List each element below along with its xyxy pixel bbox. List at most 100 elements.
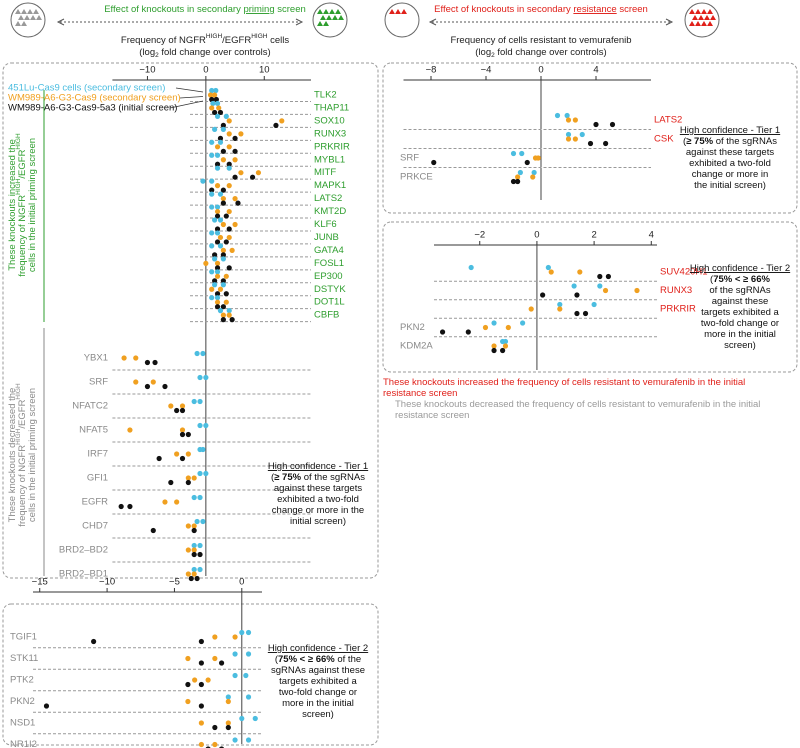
side-note: These knockouts increased the frequency o… xyxy=(7,133,38,277)
dot xyxy=(220,304,226,310)
dot xyxy=(197,470,203,477)
text-segment: HIGH xyxy=(206,33,223,40)
dot xyxy=(212,217,218,223)
category-label: SUV420H1 xyxy=(660,267,708,278)
side-note-line: frequency of NGFRHIGH/EGFRHIGH xyxy=(15,383,27,527)
text-segment: targets exhibited a xyxy=(279,676,357,687)
dot xyxy=(162,383,168,390)
dot xyxy=(217,217,224,223)
axis-title: (log2 fold change over controls) xyxy=(475,47,606,60)
header-title: Effect of knockouts in secondary resista… xyxy=(434,4,648,15)
footnote: These knockouts increased the frequency … xyxy=(383,377,745,388)
dot xyxy=(188,575,194,582)
side-note-line: These knockouts increased the xyxy=(7,139,18,271)
dot xyxy=(217,139,224,145)
dot xyxy=(524,159,530,166)
text-segment: ( xyxy=(710,274,714,285)
dot xyxy=(198,703,204,709)
dot xyxy=(212,256,218,262)
dot xyxy=(223,213,229,219)
dot xyxy=(209,191,215,197)
dot xyxy=(238,131,244,137)
icon-cell xyxy=(30,15,36,20)
text-segment: (log xyxy=(475,47,491,58)
confidence-note: change or more in xyxy=(692,169,769,180)
dot xyxy=(185,479,191,486)
dot xyxy=(185,698,191,705)
dot xyxy=(565,117,572,123)
text-segment: ( xyxy=(683,136,687,147)
x-tick-label: 4 xyxy=(649,230,654,241)
icon-cell xyxy=(21,9,27,14)
icon-cell xyxy=(18,15,24,20)
text-segment: Frequency of NGFR xyxy=(121,35,206,46)
text-segment: 2 xyxy=(155,52,159,59)
dot xyxy=(209,139,215,145)
dot xyxy=(468,264,474,271)
confidence-note: change or more in the xyxy=(272,505,364,516)
dot xyxy=(217,234,224,241)
category-label: SRF xyxy=(89,377,108,388)
dot xyxy=(209,230,215,236)
dot xyxy=(213,87,219,94)
icon-cell xyxy=(323,21,329,26)
dot xyxy=(174,407,180,414)
panel-box xyxy=(2,603,379,746)
dot xyxy=(191,398,197,405)
dot xyxy=(209,243,215,249)
dot xyxy=(577,269,583,275)
icon-cell xyxy=(701,9,707,14)
dot xyxy=(194,518,200,525)
dot xyxy=(118,503,124,510)
text-segment: initial screen) xyxy=(290,516,346,527)
confidence-note: against these targets xyxy=(274,483,362,494)
category-label: THAP11 xyxy=(314,102,349,113)
text-segment: ( xyxy=(275,654,279,665)
dot xyxy=(220,122,226,128)
dot xyxy=(191,547,197,553)
arrow-heads xyxy=(428,18,674,26)
confidence-note: screen) xyxy=(724,340,756,351)
dot xyxy=(91,638,97,645)
dot xyxy=(214,100,221,107)
dot xyxy=(245,737,252,743)
dot xyxy=(194,575,200,582)
dot xyxy=(150,379,156,385)
dot xyxy=(200,350,206,357)
text-segment: targets exhibited a xyxy=(701,307,779,318)
confidence-note: sgRNAs against these xyxy=(271,665,365,676)
dot xyxy=(225,694,231,700)
text-segment: /EGFR xyxy=(222,35,251,46)
dot xyxy=(179,403,186,409)
text-segment: cells in the initial priming screen xyxy=(27,388,38,522)
text-segment: HIGH xyxy=(15,428,22,445)
dot xyxy=(220,200,226,206)
dot xyxy=(203,374,209,381)
dot xyxy=(505,324,511,331)
dot xyxy=(245,629,252,636)
text-segment: HIGH xyxy=(15,178,22,195)
category-label: KLF6 xyxy=(314,219,337,230)
text-segment: Frequency of cells resistant to vemurafe… xyxy=(450,35,631,46)
dot xyxy=(216,105,222,111)
dot xyxy=(214,304,221,310)
dot xyxy=(156,455,162,462)
dot xyxy=(223,273,229,279)
category-label: EGFR xyxy=(82,497,109,508)
dot xyxy=(491,343,497,349)
category-label: SOX10 xyxy=(314,115,345,126)
dot xyxy=(554,112,561,119)
text-segment: 2 xyxy=(491,52,495,59)
dot xyxy=(185,655,191,662)
text-segment: two-fold change or xyxy=(279,687,357,698)
dot xyxy=(218,660,225,666)
text-segment: cells in the initial priming screen xyxy=(27,138,38,272)
dot xyxy=(232,737,238,743)
dot xyxy=(133,355,139,361)
category-label: YBX1 xyxy=(84,353,108,364)
x-tick-label: −15 xyxy=(32,577,48,588)
dot xyxy=(226,183,232,189)
dot xyxy=(602,287,609,294)
dot xyxy=(127,503,133,510)
